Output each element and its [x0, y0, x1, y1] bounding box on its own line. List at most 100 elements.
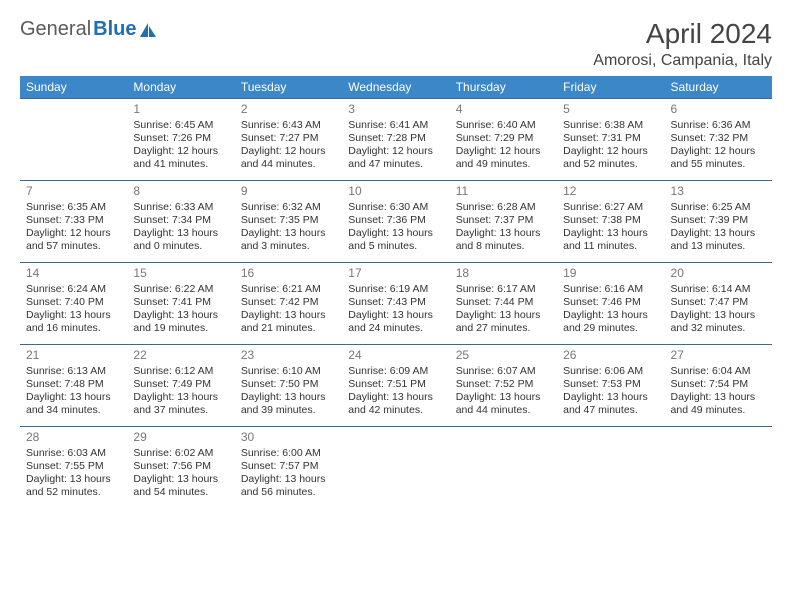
logo: GeneralBlue [20, 18, 157, 41]
sunset-line: Sunset: 7:27 PM [241, 132, 336, 145]
sunrise-line: Sunrise: 6:16 AM [563, 283, 658, 296]
day-number: 27 [671, 348, 766, 363]
sunset-line: Sunset: 7:36 PM [348, 214, 443, 227]
daylight-line: Daylight: 13 hours and 39 minutes. [241, 391, 336, 417]
sunset-line: Sunset: 7:54 PM [671, 378, 766, 391]
daylight-line: Daylight: 13 hours and 3 minutes. [241, 227, 336, 253]
day-number: 16 [241, 266, 336, 281]
calendar-cell: 19Sunrise: 6:16 AMSunset: 7:46 PMDayligh… [557, 263, 664, 345]
weekday-header: Wednesday [342, 76, 449, 99]
daylight-line: Daylight: 12 hours and 47 minutes. [348, 145, 443, 171]
weekday-header: Friday [557, 76, 664, 99]
weekday-header: Tuesday [235, 76, 342, 99]
calendar-cell: 9Sunrise: 6:32 AMSunset: 7:35 PMDaylight… [235, 181, 342, 263]
calendar-cell: 27Sunrise: 6:04 AMSunset: 7:54 PMDayligh… [665, 345, 772, 427]
weekday-header-row: Sunday Monday Tuesday Wednesday Thursday… [20, 76, 772, 99]
calendar-cell: 29Sunrise: 6:02 AMSunset: 7:56 PMDayligh… [127, 427, 234, 509]
daylight-line: Daylight: 13 hours and 16 minutes. [26, 309, 121, 335]
day-number: 30 [241, 430, 336, 445]
sunrise-line: Sunrise: 6:41 AM [348, 119, 443, 132]
day-number: 12 [563, 184, 658, 199]
daylight-line: Daylight: 13 hours and 52 minutes. [26, 473, 121, 499]
sunset-line: Sunset: 7:43 PM [348, 296, 443, 309]
logo-text-2-label: Blue [93, 18, 136, 41]
sunset-line: Sunset: 7:44 PM [456, 296, 551, 309]
sunset-line: Sunset: 7:52 PM [456, 378, 551, 391]
day-number: 24 [348, 348, 443, 363]
sunrise-line: Sunrise: 6:00 AM [241, 447, 336, 460]
calendar-cell: 1Sunrise: 6:45 AMSunset: 7:26 PMDaylight… [127, 99, 234, 181]
day-number: 1 [133, 102, 228, 117]
calendar-cell [665, 427, 772, 509]
calendar-cell: 23Sunrise: 6:10 AMSunset: 7:50 PMDayligh… [235, 345, 342, 427]
sunset-line: Sunset: 7:28 PM [348, 132, 443, 145]
calendar-cell: 25Sunrise: 6:07 AMSunset: 7:52 PMDayligh… [450, 345, 557, 427]
logo-sail-icon [139, 22, 157, 38]
sunset-line: Sunset: 7:40 PM [26, 296, 121, 309]
sunset-line: Sunset: 7:49 PM [133, 378, 228, 391]
calendar-body: 1Sunrise: 6:45 AMSunset: 7:26 PMDaylight… [20, 99, 772, 509]
sunrise-line: Sunrise: 6:19 AM [348, 283, 443, 296]
day-number: 19 [563, 266, 658, 281]
daylight-line: Daylight: 12 hours and 44 minutes. [241, 145, 336, 171]
sunset-line: Sunset: 7:53 PM [563, 378, 658, 391]
sunset-line: Sunset: 7:34 PM [133, 214, 228, 227]
location: Amorosi, Campania, Italy [593, 52, 772, 70]
daylight-line: Daylight: 13 hours and 44 minutes. [456, 391, 551, 417]
calendar-cell: 11Sunrise: 6:28 AMSunset: 7:37 PMDayligh… [450, 181, 557, 263]
sunset-line: Sunset: 7:48 PM [26, 378, 121, 391]
daylight-line: Daylight: 13 hours and 42 minutes. [348, 391, 443, 417]
calendar-row: 7Sunrise: 6:35 AMSunset: 7:33 PMDaylight… [20, 181, 772, 263]
sunrise-line: Sunrise: 6:38 AM [563, 119, 658, 132]
day-number: 13 [671, 184, 766, 199]
sunrise-line: Sunrise: 6:21 AM [241, 283, 336, 296]
weekday-header: Monday [127, 76, 234, 99]
calendar-cell: 24Sunrise: 6:09 AMSunset: 7:51 PMDayligh… [342, 345, 449, 427]
calendar-row: 14Sunrise: 6:24 AMSunset: 7:40 PMDayligh… [20, 263, 772, 345]
sunrise-line: Sunrise: 6:27 AM [563, 201, 658, 214]
day-number: 21 [26, 348, 121, 363]
calendar-cell: 16Sunrise: 6:21 AMSunset: 7:42 PMDayligh… [235, 263, 342, 345]
daylight-line: Daylight: 13 hours and 21 minutes. [241, 309, 336, 335]
day-number: 23 [241, 348, 336, 363]
day-number: 14 [26, 266, 121, 281]
calendar-cell: 4Sunrise: 6:40 AMSunset: 7:29 PMDaylight… [450, 99, 557, 181]
sunrise-line: Sunrise: 6:14 AM [671, 283, 766, 296]
sunset-line: Sunset: 7:35 PM [241, 214, 336, 227]
sunrise-line: Sunrise: 6:45 AM [133, 119, 228, 132]
sunrise-line: Sunrise: 6:40 AM [456, 119, 551, 132]
sunrise-line: Sunrise: 6:13 AM [26, 365, 121, 378]
daylight-line: Daylight: 13 hours and 34 minutes. [26, 391, 121, 417]
calendar-cell: 30Sunrise: 6:00 AMSunset: 7:57 PMDayligh… [235, 427, 342, 509]
daylight-line: Daylight: 13 hours and 32 minutes. [671, 309, 766, 335]
sunset-line: Sunset: 7:38 PM [563, 214, 658, 227]
daylight-line: Daylight: 13 hours and 37 minutes. [133, 391, 228, 417]
day-number: 26 [563, 348, 658, 363]
header: GeneralBlue April 2024 Amorosi, Campania… [20, 18, 772, 70]
sunrise-line: Sunrise: 6:10 AM [241, 365, 336, 378]
calendar-table: Sunday Monday Tuesday Wednesday Thursday… [20, 76, 772, 509]
daylight-line: Daylight: 13 hours and 24 minutes. [348, 309, 443, 335]
calendar-cell: 21 Sunrise: 6:13 AMSunset: 7:48 PMDayligh… [20, 345, 127, 427]
day-number: 3 [348, 102, 443, 117]
calendar-cell: 22Sunrise: 6:12 AMSunset: 7:49 PMDayligh… [127, 345, 234, 427]
sunset-line: Sunset: 7:46 PM [563, 296, 658, 309]
sunset-line: Sunset: 7:41 PM [133, 296, 228, 309]
calendar-cell [557, 427, 664, 509]
day-number: 6 [671, 102, 766, 117]
sunrise-line: Sunrise: 6:35 AM [26, 201, 121, 214]
sunrise-line: Sunrise: 6:43 AM [241, 119, 336, 132]
weekday-header: Thursday [450, 76, 557, 99]
sunrise-line: Sunrise: 6:03 AM [26, 447, 121, 460]
calendar-cell: 17 Sunrise: 6:19 AMSunset: 7:43 PMDayligh… [342, 263, 449, 345]
daylight-line: Daylight: 13 hours and 5 minutes. [348, 227, 443, 253]
month-title: April 2024 [593, 18, 772, 50]
sunset-line: Sunset: 7:32 PM [671, 132, 766, 145]
sunrise-line: Sunrise: 6:36 AM [671, 119, 766, 132]
day-number: 18 [456, 266, 551, 281]
daylight-line: Daylight: 12 hours and 49 minutes. [456, 145, 551, 171]
calendar-cell: 20Sunrise: 6:14 AMSunset: 7:47 PMDayligh… [665, 263, 772, 345]
sunset-line: Sunset: 7:29 PM [456, 132, 551, 145]
sunrise-line: Sunrise: 6:33 AM [133, 201, 228, 214]
day-number: 17 [348, 266, 443, 281]
